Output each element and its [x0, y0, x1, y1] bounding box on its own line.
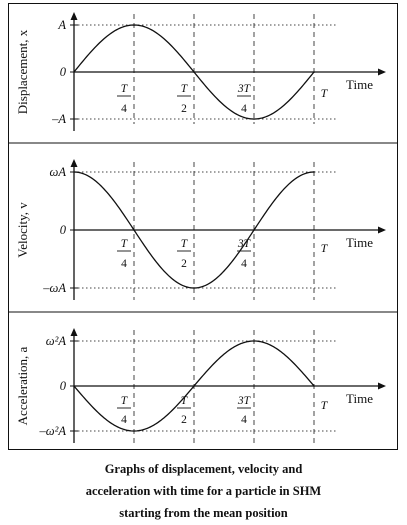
- x-tick-label: 4: [241, 103, 247, 115]
- y-tick-label: ωA: [50, 165, 67, 179]
- data-point: [253, 118, 255, 120]
- data-point: [193, 385, 195, 387]
- y-tick-label: 0: [60, 65, 67, 79]
- data-point: [133, 430, 135, 432]
- x-tick-label: T: [121, 83, 129, 95]
- data-point: [73, 385, 75, 387]
- y-tick-label: –ω²A: [39, 424, 67, 438]
- x-tick-label: 2: [181, 258, 187, 270]
- data-point: [313, 385, 315, 387]
- x-tick-label: T: [181, 395, 189, 407]
- data-point: [133, 24, 135, 26]
- data-point: [313, 171, 315, 173]
- y-axis-arrow: [70, 12, 78, 20]
- y-tick-label: 0: [60, 379, 67, 393]
- y-tick-label: –ωA: [42, 281, 66, 295]
- x-tick-label: 4: [121, 103, 127, 115]
- caption-line-2: acceleration with time for a particle in…: [85, 484, 322, 498]
- data-point: [313, 71, 315, 73]
- figure-frame: [8, 3, 398, 450]
- x-axis-title: Time: [346, 77, 373, 92]
- x-tick-label: T: [321, 241, 329, 255]
- x-axis-arrow: [378, 68, 386, 76]
- x-tick-label: 4: [241, 414, 247, 426]
- x-tick-label: T: [181, 83, 189, 95]
- chart-panel-1: A 0 –A Displacement, x T 4 T 2 3T 4 T Time: [15, 12, 386, 131]
- x-tick-label: 2: [181, 103, 187, 115]
- x-axis-arrow: [378, 382, 386, 390]
- data-point: [193, 287, 195, 289]
- y-tick-label: ω²A: [46, 334, 67, 348]
- y-tick-label: 0: [60, 223, 67, 237]
- shm-graphs-figure: A 0 –A Displacement, x T 4 T 2 3T 4 T Time ωA 0 –ωA Vel…: [8, 3, 398, 450]
- x-axis-arrow: [378, 226, 386, 234]
- y-tick-label: A: [57, 18, 66, 32]
- x-axis-title: Time: [346, 235, 373, 250]
- data-point: [193, 71, 195, 73]
- x-axis-title: Time: [346, 391, 373, 406]
- x-tick-label: T: [321, 86, 329, 100]
- y-axis-title: Acceleration, a: [15, 346, 30, 425]
- data-point: [73, 71, 75, 73]
- y-axis-title: Displacement, x: [15, 29, 30, 114]
- x-tick-label: T: [121, 238, 129, 250]
- x-tick-label: 4: [121, 414, 127, 426]
- data-point: [253, 340, 255, 342]
- x-tick-label: 3T: [237, 395, 252, 407]
- caption-line-3: starting from the mean position: [119, 506, 288, 520]
- x-tick-label: 2: [181, 414, 187, 426]
- x-tick-label: 4: [121, 258, 127, 270]
- y-axis-arrow: [70, 159, 78, 167]
- data-point: [133, 229, 135, 231]
- y-tick-label: –A: [51, 112, 66, 126]
- data-point: [73, 171, 75, 173]
- x-tick-label: 3T: [237, 83, 252, 95]
- x-tick-label: T: [321, 398, 329, 412]
- caption-line-1: Graphs of displacement, velocity and: [104, 462, 303, 476]
- y-axis-title: Velocity, v: [15, 202, 30, 258]
- y-axis-arrow: [70, 328, 78, 336]
- data-point: [253, 229, 255, 231]
- x-tick-label: T: [121, 395, 129, 407]
- chart-panel-3: ω²A 0 –ω²A Acceleration, a T 4 T 2 3T 4 T Time: [15, 328, 386, 444]
- x-tick-label: T: [181, 238, 189, 250]
- figure-caption: Graphs of displacement, velocity and acc…: [0, 458, 407, 524]
- x-tick-label: 4: [241, 258, 247, 270]
